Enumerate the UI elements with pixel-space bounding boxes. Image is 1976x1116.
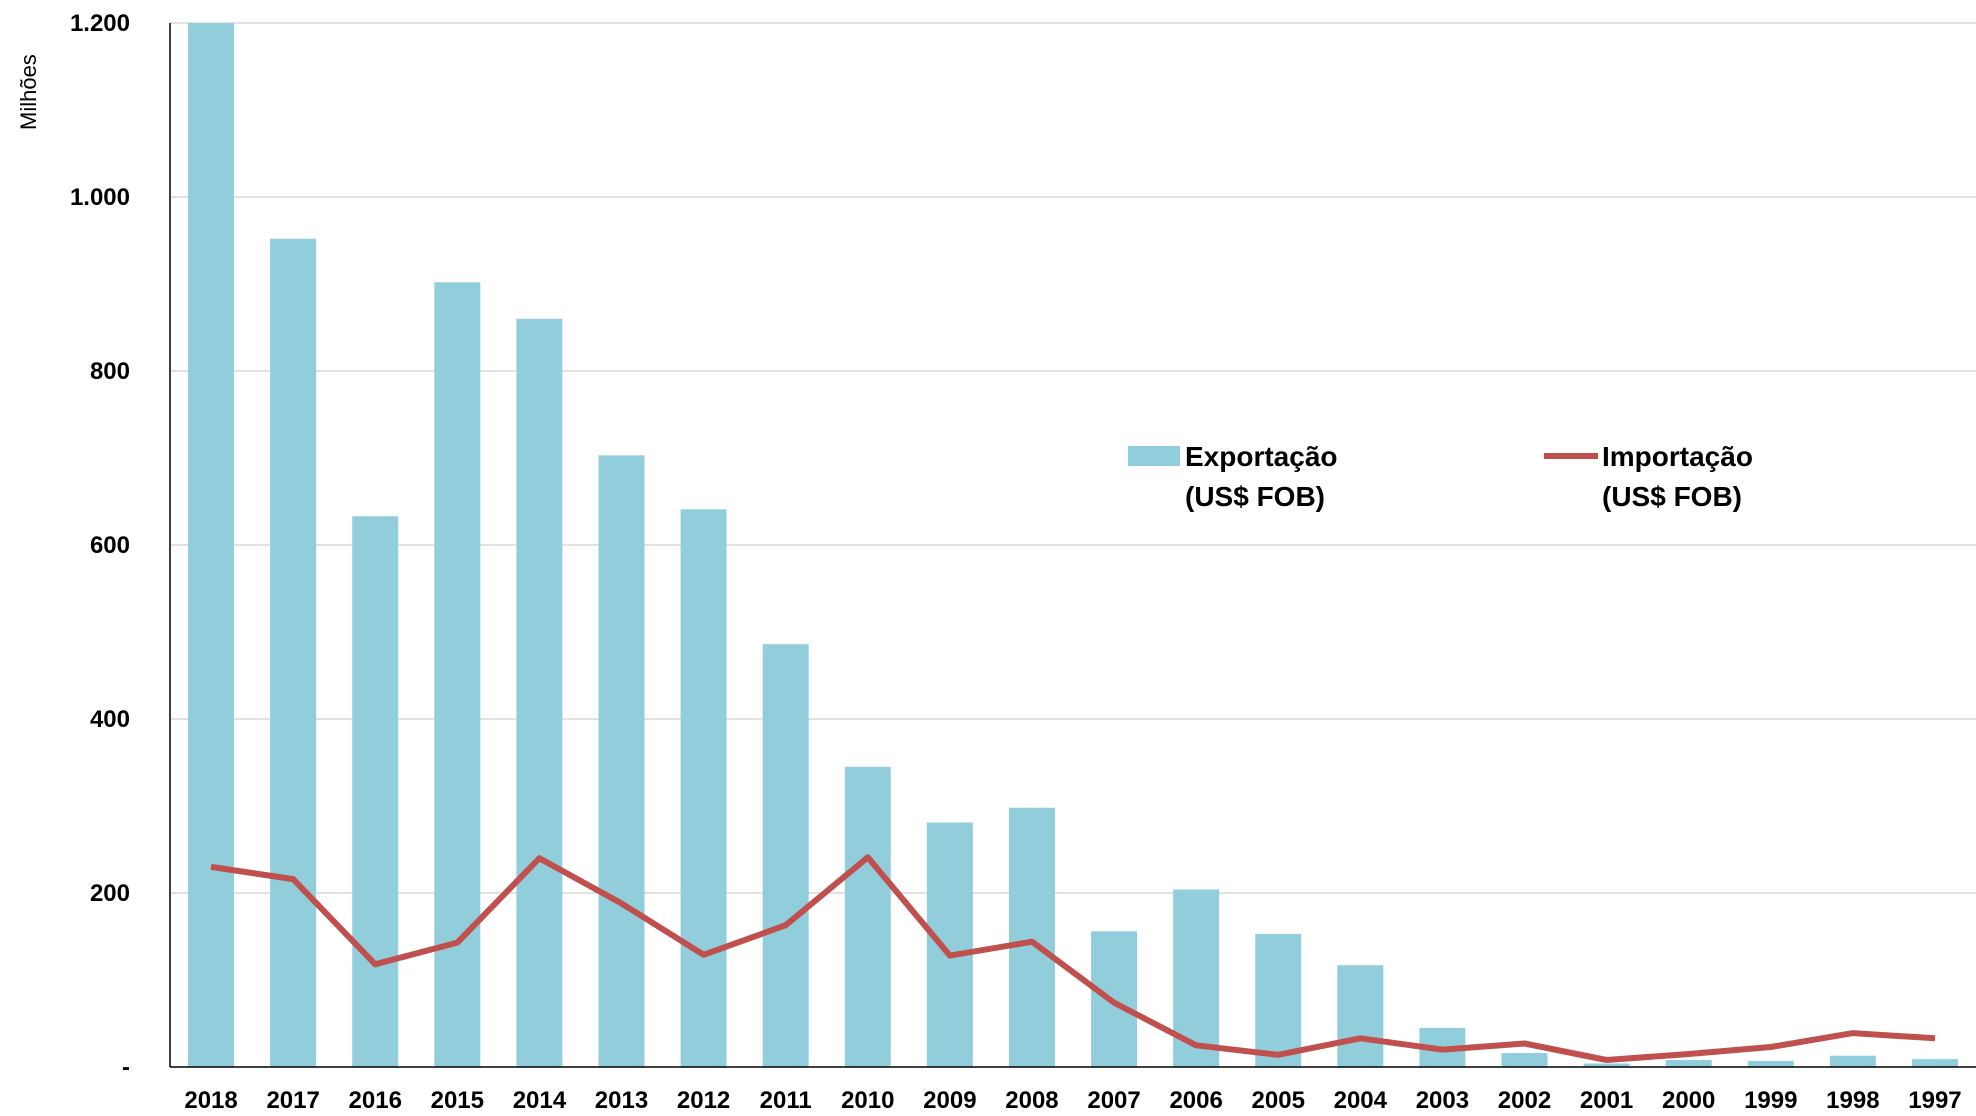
y-tick-label: 200 — [90, 880, 130, 907]
x-tick-label: 1998 — [1826, 1087, 1879, 1114]
bar-2014 — [516, 318, 563, 1067]
import-line-group — [210, 854, 1936, 1063]
x-tick-label: 2004 — [1334, 1087, 1388, 1114]
bar-2012 — [680, 509, 727, 1068]
x-tick-label: 2018 — [184, 1087, 237, 1114]
x-tick-label: 1999 — [1744, 1087, 1797, 1114]
x-tick-label: 2001 — [1580, 1087, 1633, 1114]
bar-2015 — [434, 282, 481, 1067]
x-tick-label: 2010 — [841, 1087, 894, 1114]
y-tick-labels: - 200 400 600 800 1.000 1.200 — [70, 10, 130, 1081]
x-tick-label: 2007 — [1087, 1087, 1140, 1114]
bar-2016 — [352, 516, 399, 1067]
bar-2011 — [762, 644, 809, 1067]
bar-2009 — [926, 822, 973, 1067]
y-tick-label: 800 — [90, 358, 130, 385]
bar-1999 — [1747, 1060, 1794, 1067]
x-tick-label: 2011 — [760, 1087, 812, 1114]
x-tick-label: 2017 — [266, 1087, 319, 1114]
bar-2000 — [1665, 1060, 1712, 1067]
y-axis-title: Milhões — [16, 54, 41, 130]
legend-label-import: (US$ FOB) — [1602, 481, 1742, 512]
x-tick-labels: 2018 2017 2016 2015 2014 2013 2012 2011 2010 2009… — [184, 1087, 1961, 1114]
bar-2004 — [1337, 965, 1384, 1067]
x-tick-label: 2014 — [513, 1087, 567, 1114]
y-tick-label: - — [122, 1054, 130, 1081]
x-tick-label: 2012 — [677, 1087, 730, 1114]
bar-2018 — [188, 23, 235, 1067]
axes — [169, 23, 1976, 1068]
legend-label-import: Importação — [1602, 441, 1753, 472]
export-bars — [188, 23, 1958, 1068]
bar-2013 — [598, 455, 645, 1067]
y-tick-label: 1.000 — [70, 184, 130, 211]
y-tick-label: 400 — [90, 706, 130, 733]
x-tick-label: 2016 — [349, 1087, 402, 1114]
legend: Exportação (US$ FOB) Importação (US$ FOB) — [1128, 441, 1753, 512]
x-tick-label: 2009 — [923, 1087, 976, 1114]
y-tick-label: 600 — [90, 532, 130, 559]
bar-2006 — [1173, 889, 1220, 1067]
legend-label-export: Exportação — [1185, 441, 1338, 472]
x-tick-label: 2013 — [595, 1087, 648, 1114]
x-tick-label: 2000 — [1662, 1087, 1715, 1114]
x-tick-label: 2002 — [1498, 1087, 1551, 1114]
bar-1997 — [1911, 1059, 1958, 1067]
x-tick-label: 2006 — [1169, 1087, 1222, 1114]
legend-swatch-export — [1128, 446, 1180, 466]
bar-2010 — [844, 766, 891, 1067]
bar-2001 — [1583, 1063, 1630, 1067]
legend-label-export: (US$ FOB) — [1185, 481, 1325, 512]
bar-2005 — [1255, 933, 1302, 1067]
bar-2008 — [1008, 807, 1055, 1067]
x-tick-label: 1997 — [1908, 1087, 1961, 1114]
bar-2017 — [270, 238, 317, 1067]
x-tick-label: 2008 — [1005, 1087, 1058, 1114]
x-tick-label: 2015 — [431, 1087, 484, 1114]
y-tick-label: 1.200 — [70, 10, 130, 37]
x-tick-label: 2003 — [1416, 1087, 1469, 1114]
x-tick-label: 2005 — [1252, 1087, 1305, 1114]
bar-2002 — [1501, 1053, 1548, 1067]
bar-1998 — [1829, 1055, 1876, 1067]
import-line — [210, 854, 1936, 1063]
